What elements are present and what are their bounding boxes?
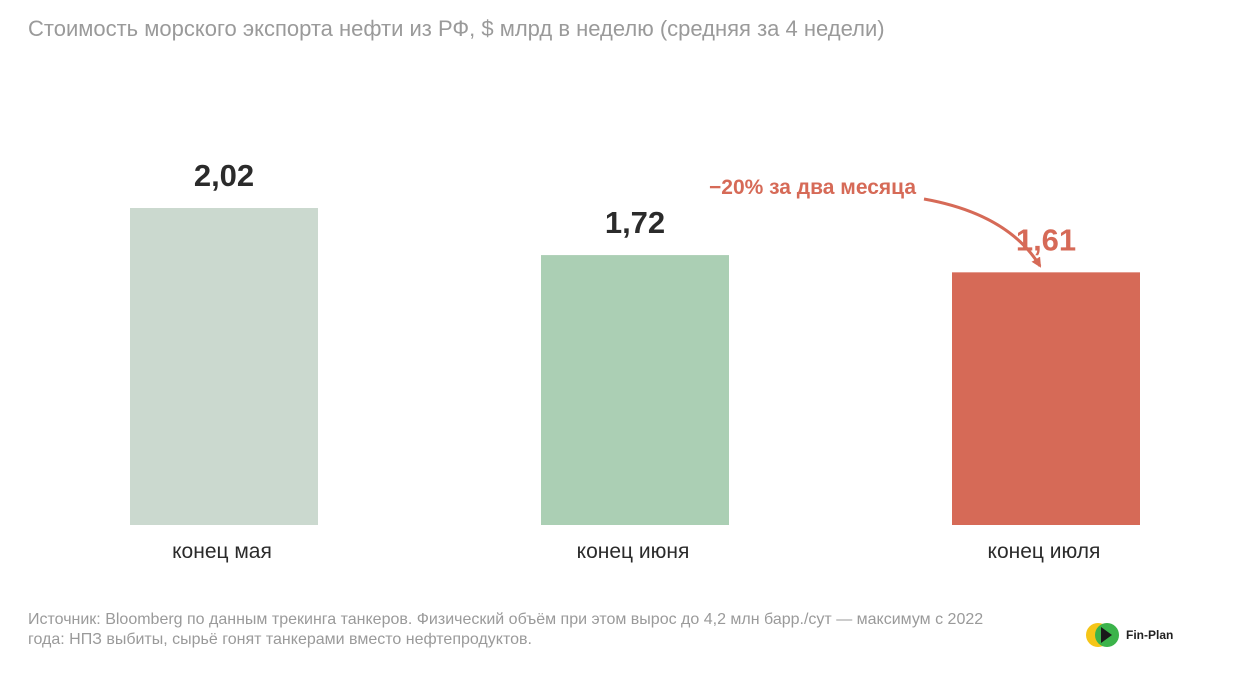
chart-title: Стоимость морского экспорта нефти из РФ,… [28,16,885,41]
category-label-1: конец мая [172,540,272,563]
fin-plan-logo-icon [1086,623,1119,647]
fin-plan-logo-text: Fin-Plan [1126,628,1174,642]
fin-plan-logo: Fin-Plan [1086,618,1173,652]
category-label-3: конец июля [988,540,1101,563]
source-note: Источник: Bloomberg по данным трекинга т… [28,611,984,648]
value-label-2: 1,72 [605,205,665,240]
bar-chart: 2,02 конец мая 1,72 конец июня 1,61 конец июл… [130,158,1140,563]
value-label-3: 1,61 [1016,222,1076,257]
category-label-2: конец июня [577,540,690,563]
bar-3 [952,272,1140,525]
annotation-arrow [923,197,1042,268]
annotation-text: −20% за два месяца [709,176,916,199]
value-label-1: 2,02 [194,158,254,193]
bar-2 [541,255,729,525]
bar-1 [130,208,318,525]
